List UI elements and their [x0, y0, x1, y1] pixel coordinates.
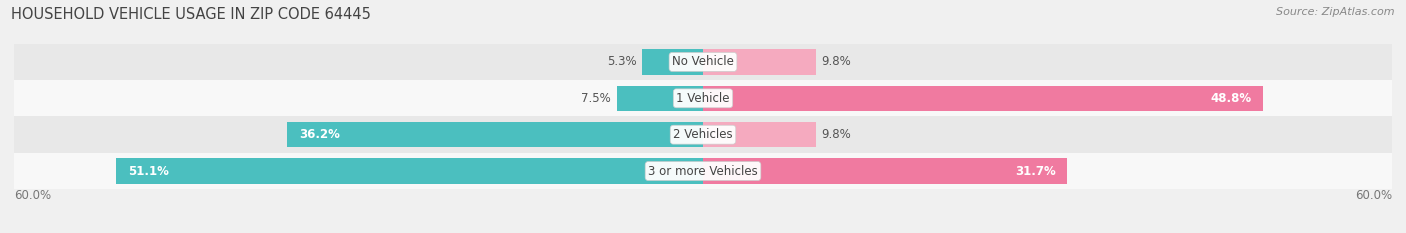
Bar: [703, 86, 1264, 111]
Text: 1 Vehicle: 1 Vehicle: [676, 92, 730, 105]
Bar: [703, 122, 815, 147]
Bar: [703, 158, 1067, 184]
Bar: [703, 49, 815, 75]
Bar: [643, 49, 703, 75]
Bar: [14, 80, 1392, 116]
Text: HOUSEHOLD VEHICLE USAGE IN ZIP CODE 64445: HOUSEHOLD VEHICLE USAGE IN ZIP CODE 6444…: [11, 7, 371, 22]
Text: No Vehicle: No Vehicle: [672, 55, 734, 69]
Text: Source: ZipAtlas.com: Source: ZipAtlas.com: [1277, 7, 1395, 17]
Bar: [117, 158, 703, 184]
Bar: [14, 153, 1392, 189]
Bar: [617, 86, 703, 111]
Bar: [287, 122, 703, 147]
Text: 7.5%: 7.5%: [582, 92, 612, 105]
Text: 3 or more Vehicles: 3 or more Vehicles: [648, 164, 758, 178]
Text: 51.1%: 51.1%: [128, 164, 169, 178]
Text: 36.2%: 36.2%: [299, 128, 340, 141]
Text: 31.7%: 31.7%: [1015, 164, 1056, 178]
Text: 2 Vehicles: 2 Vehicles: [673, 128, 733, 141]
Text: 5.3%: 5.3%: [607, 55, 637, 69]
Text: 9.8%: 9.8%: [821, 128, 851, 141]
Text: 9.8%: 9.8%: [821, 55, 851, 69]
Bar: [14, 44, 1392, 80]
Text: 60.0%: 60.0%: [14, 189, 51, 202]
Text: 48.8%: 48.8%: [1211, 92, 1251, 105]
Bar: [14, 116, 1392, 153]
Text: 60.0%: 60.0%: [1355, 189, 1392, 202]
